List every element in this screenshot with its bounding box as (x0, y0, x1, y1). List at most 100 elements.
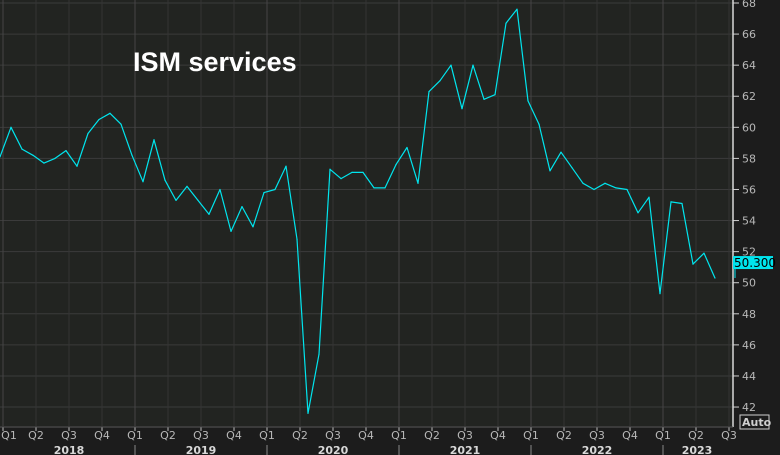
y-tick-label: 48 (742, 308, 756, 321)
x-tick-label: Q1 (391, 429, 407, 442)
data-point (681, 202, 683, 205)
last-value-label: 50.300 (734, 256, 776, 270)
data-point (450, 64, 452, 66)
x-tick-label: Q2 (160, 429, 176, 442)
x-tick-label: Q3 (721, 429, 737, 442)
x-tick-label: Q3 (193, 429, 209, 442)
data-point (461, 108, 463, 110)
y-tick-label: 68 (742, 0, 756, 10)
data-point (10, 126, 12, 128)
data-point (87, 132, 89, 135)
data-point (285, 165, 287, 167)
data-point (153, 139, 155, 141)
data-point (659, 292, 661, 295)
data-point (571, 167, 573, 169)
data-point (120, 123, 122, 125)
data-point (76, 165, 78, 167)
data-point (670, 201, 672, 203)
data-point (252, 226, 254, 228)
data-point (549, 170, 551, 172)
data-point (417, 182, 419, 184)
y-tick-label: 44 (742, 370, 756, 383)
x-tick-label: Q2 (292, 429, 308, 442)
x-tick-label: Q4 (226, 429, 242, 442)
y-tick-label: 58 (742, 152, 756, 165)
x-tick-label: Q3 (325, 429, 341, 442)
last-value-badge: 50.300 (733, 256, 776, 279)
x-tick-label: Q1 (127, 429, 143, 442)
x-tick-label: Q3 (61, 429, 77, 442)
y-tick-label: 50 (742, 277, 756, 290)
data-point (494, 94, 496, 96)
data-point (296, 238, 298, 240)
x-tick-label: Q2 (556, 429, 572, 442)
x-tick-label: Q2 (688, 429, 704, 442)
data-point (142, 181, 144, 183)
data-point (692, 263, 694, 265)
data-point (637, 212, 639, 214)
data-point (109, 112, 111, 114)
data-point (98, 118, 100, 121)
data-point (439, 80, 441, 82)
data-point (527, 100, 529, 102)
data-point (373, 187, 375, 189)
x-tick-label: Q1 (1, 429, 17, 442)
data-point (538, 123, 540, 125)
data-point (186, 185, 188, 187)
y-tick-label: 64 (742, 59, 756, 72)
data-point (263, 191, 265, 194)
data-point (241, 205, 243, 208)
y-axis: 42 44 46 48 50 52 54 56 58 60 62 64 66 68 (732, 0, 756, 427)
data-point (483, 98, 485, 100)
data-point (230, 230, 232, 233)
y-tick-label: 56 (742, 183, 756, 196)
data-point (604, 182, 606, 184)
data-point (703, 252, 705, 254)
data-point (21, 148, 23, 150)
x-tick-label: Q1 (259, 429, 275, 442)
y-tick-label: 66 (742, 28, 756, 41)
x-tick-label: Q4 (622, 429, 638, 442)
chart-title: ISM services (133, 47, 297, 77)
data-point (307, 412, 309, 414)
year-label: 2020 (318, 444, 349, 455)
x-axis: Q1 Q2 Q3 Q4 Q1 Q2 Q3 Q4 Q1 Q2 Q3 Q4 Q1 Q2 Q3 Q4 Q1 Q2 Q3 Q4… (0, 426, 737, 455)
data-point (219, 188, 221, 191)
x-tick-label: Q1 (523, 429, 539, 442)
data-point (384, 187, 386, 189)
data-point (472, 64, 474, 66)
auto-scale-button[interactable]: Auto (739, 414, 772, 430)
data-point (582, 182, 584, 184)
data-point (65, 150, 67, 152)
data-point (406, 146, 408, 149)
x-tick-label: Q3 (457, 429, 473, 442)
data-point (54, 157, 56, 159)
y-tick-label: 60 (742, 121, 756, 134)
data-point (505, 22, 507, 24)
data-point (626, 188, 628, 191)
y-tick-label: 52 (742, 246, 756, 259)
data-point (516, 8, 518, 10)
year-label: 2023 (682, 444, 713, 455)
x-tick-label: Q4 (358, 429, 374, 442)
x-tick-label: Q3 (589, 429, 605, 442)
auto-scale-label[interactable]: Auto (742, 416, 772, 429)
data-point (175, 199, 177, 201)
data-point (560, 151, 562, 153)
x-tick-label: Q1 (655, 429, 671, 442)
data-point (340, 178, 342, 180)
x-tick-label: Q2 (28, 429, 44, 442)
year-label: 2018 (54, 444, 85, 455)
year-label: 2019 (186, 444, 217, 455)
x-tick-label: Q4 (94, 429, 110, 442)
data-point (197, 199, 199, 201)
year-label: 2022 (582, 444, 613, 455)
data-point (648, 196, 650, 198)
data-point (318, 353, 320, 355)
y-tick-label: 46 (742, 339, 756, 352)
ism-services-line (0, 8, 716, 414)
data-point (428, 90, 430, 93)
data-point (43, 162, 45, 164)
data-point (131, 154, 133, 156)
